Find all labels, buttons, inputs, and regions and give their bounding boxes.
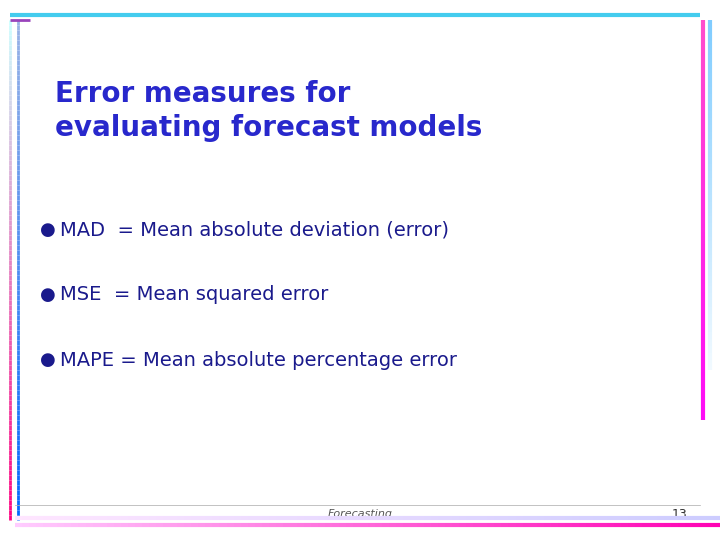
Text: MAD  = Mean absolute deviation (error): MAD = Mean absolute deviation (error) xyxy=(60,220,449,240)
Text: ●: ● xyxy=(40,351,56,369)
Text: MAPE = Mean absolute percentage error: MAPE = Mean absolute percentage error xyxy=(60,350,457,369)
Text: MSE  = Mean squared error: MSE = Mean squared error xyxy=(60,286,328,305)
Text: ●: ● xyxy=(40,221,56,239)
Text: 13: 13 xyxy=(672,508,688,521)
Text: Forecasting: Forecasting xyxy=(328,509,392,519)
Text: Error measures for
evaluating forecast models: Error measures for evaluating forecast m… xyxy=(55,80,482,141)
Text: ●: ● xyxy=(40,286,56,304)
